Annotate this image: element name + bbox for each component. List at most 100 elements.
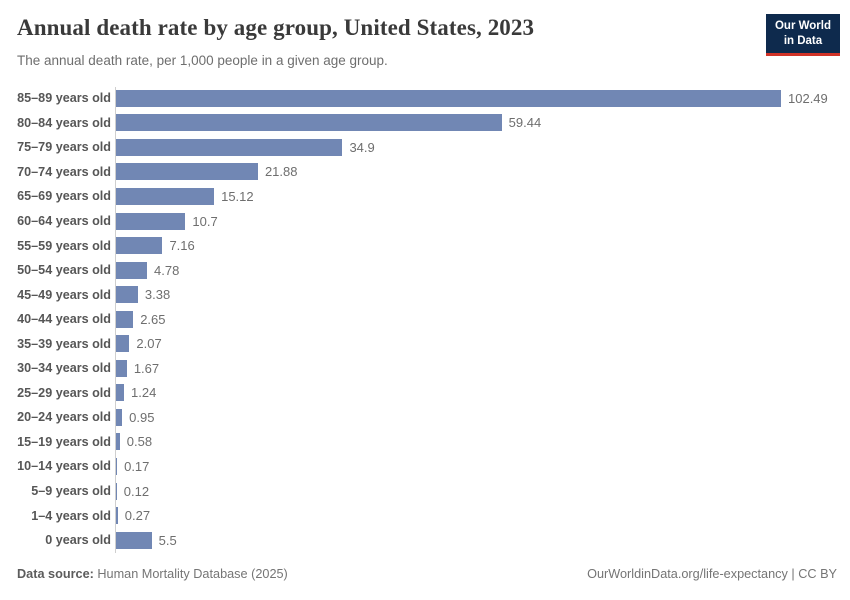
bar[interactable]	[116, 163, 258, 181]
bar-value-label: 2.07	[136, 336, 162, 352]
bar[interactable]	[116, 359, 127, 377]
bar-cell: 4.78	[111, 258, 850, 283]
bar-chart: 85–89 years old 102.49 80–84 years old 59.4…	[0, 86, 850, 552]
bar[interactable]	[116, 310, 134, 328]
bar-label: 35–39 years old	[17, 336, 111, 351]
bar[interactable]	[116, 482, 117, 500]
bar-cell: 102.49	[111, 86, 850, 111]
page-title: Annual death rate by age group, United S…	[17, 15, 535, 40]
bar-value-label: 34.9	[349, 139, 375, 155]
owid-logo-line2: in Data	[783, 34, 823, 47]
bar-label: 30–34 years old	[17, 361, 111, 376]
bar[interactable]	[116, 384, 125, 402]
bar-value-label: 0.27	[124, 508, 151, 524]
bar-value-label: 2.65	[140, 311, 166, 327]
bar-value-label: 59.44	[508, 115, 542, 131]
bar[interactable]	[116, 237, 163, 255]
bar-cell: 1.24	[111, 381, 850, 406]
bar-cell: 0.95	[111, 405, 850, 430]
bar[interactable]	[116, 408, 123, 426]
bar-row: 20–24 years old 0.95	[0, 405, 850, 430]
bar-row: 45–49 years old 3.38	[0, 282, 850, 307]
bar-cell: 59.44	[111, 111, 850, 136]
bar-cell: 2.07	[111, 331, 850, 356]
bar-row: 5–9 years old 0.12	[0, 479, 850, 504]
chart-footer: Data source: Human Mortality Database (2…	[17, 567, 837, 581]
bar-value-label: 15.12	[221, 188, 254, 204]
bar[interactable]	[116, 433, 120, 451]
bar-row: 75–79 years old 34.9	[0, 135, 850, 160]
bar-label: 70–74 years old	[17, 164, 111, 179]
bar[interactable]	[116, 335, 130, 353]
bar-cell: 0.12	[111, 479, 850, 504]
bar-row: 70–74 years old 21.88	[0, 160, 850, 185]
bar-value-label: 5.5	[158, 532, 177, 548]
bar-label: 1–4 years old	[31, 508, 111, 523]
bar-row: 15–19 years old 0.58	[0, 430, 850, 455]
bar[interactable]	[116, 531, 152, 549]
owid-logo: Our World in Data	[765, 14, 840, 56]
bar-label: 65–69 years old	[17, 189, 111, 204]
bar-label: 75–79 years old	[17, 140, 111, 155]
bar-label: 10–14 years old	[17, 459, 111, 474]
bar-row: 65–69 years old 15.12	[0, 184, 850, 209]
bar[interactable]	[116, 286, 138, 304]
bar[interactable]	[116, 187, 215, 205]
bar[interactable]	[116, 212, 186, 230]
bar-cell: 2.65	[111, 307, 850, 332]
bar-row: 60–64 years old 10.7	[0, 209, 850, 234]
bar-value-label: 1.24	[131, 385, 157, 401]
chart-subtitle: The annual death rate, per 1,000 people …	[17, 53, 388, 68]
bar-row: 40–44 years old 2.65	[0, 307, 850, 332]
bar-cell: 1.67	[111, 356, 850, 381]
bar-label: 5–9 years old	[31, 484, 111, 499]
bar-cell: 5.5	[111, 528, 850, 553]
bar-row: 0 years old 5.5	[0, 528, 850, 553]
bar-value-label: 102.49	[788, 90, 828, 106]
bar[interactable]	[116, 507, 118, 525]
bar-value-label: 0.12	[123, 483, 150, 499]
bar-label: 45–49 years old	[17, 287, 111, 302]
bar-value-label: 0.95	[129, 409, 155, 425]
bars-container: 85–89 years old 102.49 80–84 years old 59.4…	[0, 86, 850, 552]
bar-row: 1–4 years old 0.27	[0, 503, 850, 528]
bar-label: 15–19 years old	[17, 434, 111, 449]
bar-label: 25–29 years old	[17, 385, 111, 400]
bar-label: 50–54 years old	[17, 263, 111, 278]
bar[interactable]	[116, 138, 343, 156]
bar-value-label: 3.38	[144, 287, 171, 303]
bar-row: 80–84 years old 59.44	[0, 111, 850, 136]
bar[interactable]	[116, 457, 118, 475]
bar-cell: 7.16	[111, 233, 850, 258]
bar-row: 10–14 years old 0.17	[0, 454, 850, 479]
bar-cell: 3.38	[111, 282, 850, 307]
data-source-label: Data source:	[17, 567, 94, 581]
bar-value-label: 4.78	[154, 262, 180, 278]
bar-value-label: 10.7	[192, 213, 218, 229]
bar[interactable]	[116, 114, 502, 132]
bar-label: 55–59 years old	[17, 238, 111, 253]
bar-row: 30–34 years old 1.67	[0, 356, 850, 381]
bar-row: 85–89 years old 102.49	[0, 86, 850, 111]
bar-value-label: 7.16	[169, 238, 195, 254]
bar-cell: 0.17	[111, 454, 850, 479]
bar-row: 35–39 years old 2.07	[0, 331, 850, 356]
bar-cell: 34.9	[111, 135, 850, 160]
bar[interactable]	[116, 261, 147, 279]
bar-label: 85–89 years old	[17, 91, 111, 106]
bar-cell: 21.88	[111, 160, 850, 185]
bar-cell: 0.27	[111, 503, 850, 528]
bar-cell: 10.7	[111, 209, 850, 234]
bar-value-label: 0.17	[124, 458, 150, 474]
bar-value-label: 1.67	[133, 360, 160, 376]
bar[interactable]	[116, 89, 781, 107]
bar-value-label: 0.58	[126, 434, 153, 450]
footer-link: OurWorldinData.org/life-expectancy	[587, 567, 788, 581]
bar-label: 60–64 years old	[17, 214, 111, 228]
bar-label: 0 years old	[45, 533, 111, 548]
y-axis-line	[115, 87, 116, 553]
bar-row: 55–59 years old 7.16	[0, 233, 850, 258]
bar-row: 50–54 years old 4.78	[0, 258, 850, 283]
footer-separator: |	[787, 567, 799, 581]
